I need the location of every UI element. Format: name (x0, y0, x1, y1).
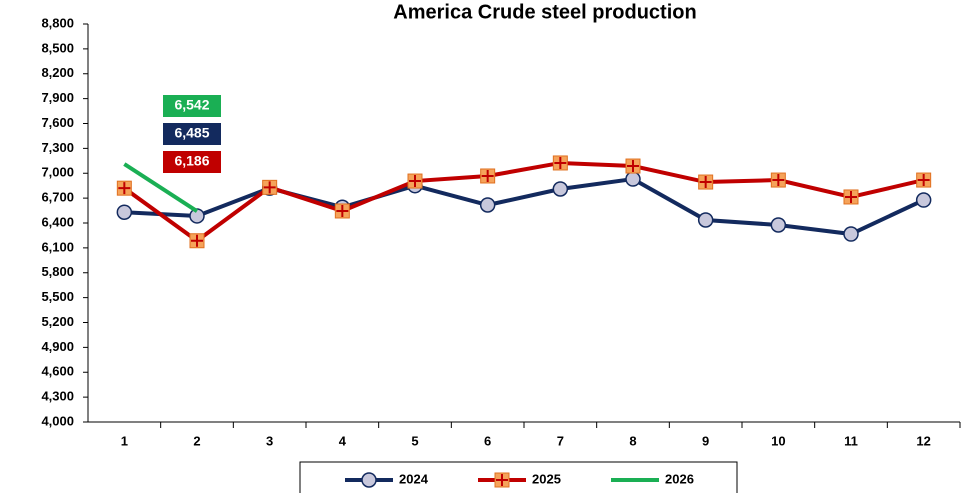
point (625, 171, 641, 187)
marker-plus (917, 174, 930, 187)
y-tick-label: 7,900 (41, 90, 74, 105)
y-tick-label: 8,200 (41, 65, 74, 80)
x-tick-label: 8 (629, 433, 636, 448)
marker-plus (845, 190, 857, 203)
x-tick-label: 12 (916, 433, 930, 448)
y-tick-label: 4,300 (41, 389, 74, 404)
y-tick-label: 7,300 (41, 140, 74, 155)
series-line (123, 160, 925, 244)
marker-plus (772, 174, 785, 187)
y-tick-label: 4,600 (41, 364, 74, 379)
data-label: 6,542 (174, 97, 209, 113)
y-tick-label: 4,000 (41, 413, 74, 428)
point (552, 155, 568, 171)
data-label-box (163, 151, 221, 173)
x-tick-label: 1 (121, 433, 128, 448)
series-line (123, 162, 199, 213)
x-tick-label: 10 (771, 433, 785, 448)
point (916, 172, 932, 188)
point (262, 179, 278, 195)
x-tick-label: 6 (484, 433, 491, 448)
marker-plus (554, 156, 567, 169)
x-tick-label: 2 (193, 433, 200, 448)
marker-plus (409, 175, 421, 188)
point (189, 233, 205, 249)
legend-label: 2026 (665, 471, 694, 486)
series-line (124, 176, 925, 237)
point (843, 226, 859, 242)
data-label: 6,485 (174, 125, 209, 141)
point (552, 181, 569, 197)
data-label: 6,186 (174, 153, 209, 169)
chart-title: America Crude steel production (393, 1, 696, 23)
y-tick-label: 8,800 (41, 15, 74, 30)
point (625, 158, 641, 174)
legend-label: 2025 (532, 471, 561, 486)
point (479, 197, 496, 213)
legend-label: 2024 (399, 471, 429, 486)
marker-plus (191, 234, 203, 247)
marker-plus (336, 204, 349, 217)
point (697, 212, 714, 228)
point (480, 168, 496, 184)
x-tick-label: 9 (702, 433, 709, 448)
point (334, 203, 350, 219)
data-label-box (163, 95, 221, 117)
y-tick-label: 7,000 (41, 165, 74, 180)
y-tick-label: 6,100 (41, 239, 74, 254)
x-tick-label: 7 (557, 433, 564, 448)
y-tick-label: 5,500 (41, 289, 74, 304)
y-tick-label: 6,700 (41, 190, 74, 205)
y-tick-label: 5,800 (41, 264, 74, 279)
point (407, 173, 423, 189)
point (843, 189, 859, 205)
y-tick-label: 5,200 (41, 314, 74, 329)
x-tick-label: 3 (266, 433, 273, 448)
point (770, 217, 787, 233)
y-tick-label: 7,600 (41, 115, 74, 130)
x-tick-label: 11 (844, 433, 858, 448)
y-tick-label: 6,400 (41, 214, 74, 229)
x-tick-label: 4 (339, 433, 347, 448)
marker-plus (699, 176, 712, 189)
marker-plus (627, 160, 639, 173)
point (116, 180, 132, 196)
marker-plus (496, 474, 508, 486)
point (915, 192, 932, 208)
y-tick-label: 4,900 (41, 339, 74, 354)
point (116, 204, 133, 220)
data-label-box (163, 123, 221, 145)
point (770, 172, 786, 188)
marker-plus (481, 169, 494, 182)
point (494, 472, 510, 488)
point (698, 174, 714, 190)
point (361, 472, 377, 488)
y-tick-label: 8,500 (41, 40, 74, 55)
marker-plus (118, 182, 131, 195)
x-tick-label: 5 (411, 433, 418, 448)
marker-plus (263, 181, 276, 194)
